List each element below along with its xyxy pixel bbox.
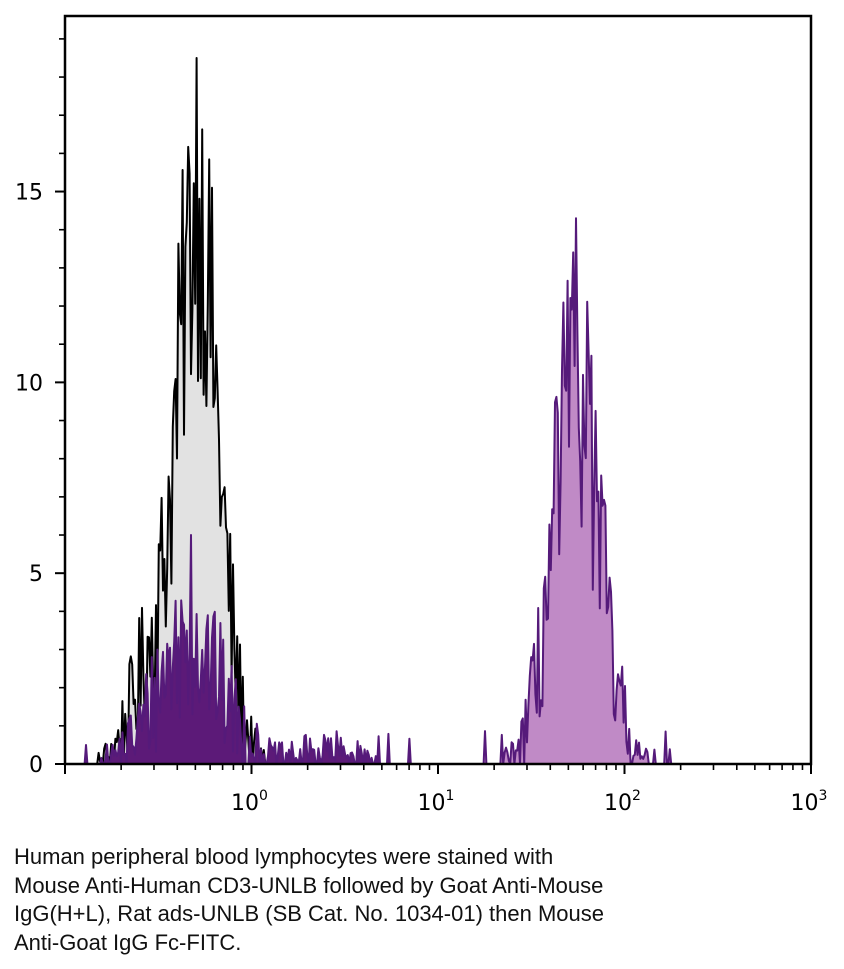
x-tick-base: 10 [418,791,446,816]
x-tick-base: 10 [604,791,632,816]
x-tick-exponent: 3 [819,788,828,804]
x-tick-exponent: 2 [632,788,641,804]
series-layer [65,57,811,765]
y-tick-label: 5 [29,562,43,587]
plot-frame [63,14,813,766]
x-tick-label: 102 [604,788,641,816]
caption-line: Mouse Anti-Human CD3-UNLB followed by Go… [14,872,604,898]
x-tick-label: 103 [791,788,828,816]
x-tick-base: 10 [231,791,259,816]
caption-line: IgG(H+L), Rat ads-UNLB (SB Cat. No. 1034… [14,901,604,926]
y-tick-label: 15 [15,181,43,206]
x-tick-label: 101 [418,788,455,816]
figure-caption: Human peripheral blood lymphocytes were … [14,843,814,957]
x-tick-base: 10 [791,791,819,816]
y-tick-label: 10 [15,371,43,396]
caption-line: Anti-Goat IgG Fc-FITC. [14,929,242,955]
x-tick-label: 100 [231,788,268,816]
x-tick-exponent: 1 [446,788,455,804]
x-tick-exponent: 0 [259,788,268,804]
y-tick-label: 0 [29,753,43,778]
series-area [65,535,811,764]
caption-line: Human peripheral blood lymphocytes were … [14,844,554,869]
